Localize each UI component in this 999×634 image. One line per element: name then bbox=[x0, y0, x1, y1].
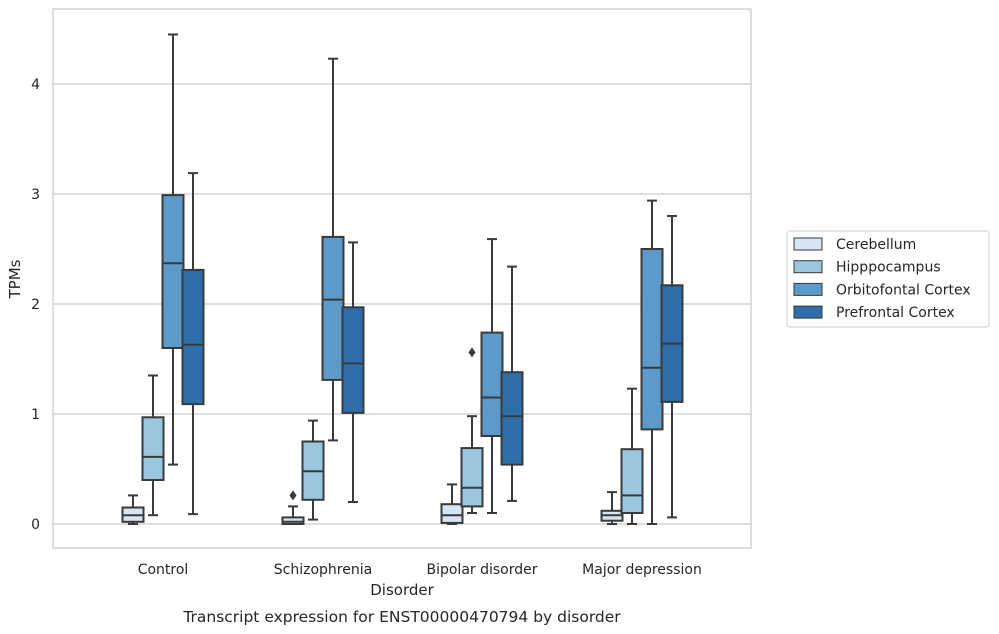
legend-swatch bbox=[793, 260, 823, 274]
legend-swatch bbox=[793, 305, 823, 319]
box-iqr bbox=[440, 503, 464, 524]
box-2-1 bbox=[460, 347, 484, 514]
box-1-1 bbox=[301, 419, 325, 521]
legend-label: Orbitofontal Cortex bbox=[836, 282, 971, 298]
box-iqr bbox=[480, 331, 504, 438]
outlier-point bbox=[468, 347, 476, 358]
y-tick-label: 3 bbox=[31, 187, 40, 203]
box-2-2 bbox=[480, 238, 504, 514]
box-3-3 bbox=[660, 215, 684, 519]
y-tick-label: 1 bbox=[31, 407, 40, 423]
legend: Cerebellum Hipppocampus Orbitofontal Corte… bbox=[786, 230, 990, 328]
y-axis-title: TPMs bbox=[6, 259, 24, 299]
box-iqr bbox=[460, 447, 484, 508]
box-0-3 bbox=[181, 172, 205, 516]
chart-title: Transcript expression for ENST0000047079… bbox=[182, 608, 621, 626]
box-iqr bbox=[500, 371, 524, 466]
box-0-1 bbox=[141, 374, 165, 517]
x-axis-ticks: Control Schizophrenia Bipolar disorder Majo… bbox=[138, 562, 702, 578]
box-iqr bbox=[620, 448, 644, 515]
box-iqr bbox=[341, 306, 365, 414]
legend-label: Cerebellum bbox=[836, 237, 916, 253]
x-tick-label: Schizophrenia bbox=[274, 562, 372, 578]
x-tick-label: Bipolar disorder bbox=[426, 562, 537, 578]
box-3-1 bbox=[620, 387, 644, 525]
y-axis-ticks: 0 1 2 3 4 bbox=[31, 77, 40, 533]
legend-label: Prefrontal Cortex bbox=[836, 305, 955, 321]
legend-swatch bbox=[793, 237, 823, 251]
box-iqr bbox=[640, 248, 664, 431]
box-2-3 bbox=[500, 265, 524, 502]
outlier-point bbox=[289, 490, 297, 501]
box-0-0 bbox=[121, 494, 145, 525]
legend-swatch bbox=[793, 282, 823, 296]
x-tick-label: Control bbox=[138, 562, 189, 578]
plot-frame bbox=[52, 8, 752, 549]
box-3-0 bbox=[600, 491, 624, 525]
box-iqr bbox=[141, 416, 165, 481]
y-tick-label: 4 bbox=[31, 77, 40, 93]
box-marks bbox=[121, 33, 684, 526]
legend-label: Hipppocampus bbox=[836, 260, 941, 276]
x-axis-title: Disorder bbox=[370, 581, 434, 599]
box-iqr bbox=[321, 235, 345, 381]
box-1-0 bbox=[281, 490, 305, 526]
box-1-3 bbox=[341, 241, 365, 503]
legend-frame bbox=[786, 230, 990, 328]
y-tick-label: 0 bbox=[31, 517, 40, 533]
box-0-2 bbox=[161, 33, 185, 466]
legend-items: Cerebellum Hipppocampus Orbitofontal Corte… bbox=[793, 237, 971, 321]
box-iqr bbox=[281, 516, 305, 526]
y-tick-label: 2 bbox=[31, 297, 40, 313]
box-3-2 bbox=[640, 199, 664, 525]
box-2-0 bbox=[440, 483, 464, 525]
box-1-2 bbox=[321, 57, 345, 442]
box-iqr bbox=[161, 194, 185, 349]
box-iqr bbox=[181, 268, 205, 406]
x-tick-label: Major depression bbox=[582, 562, 702, 578]
